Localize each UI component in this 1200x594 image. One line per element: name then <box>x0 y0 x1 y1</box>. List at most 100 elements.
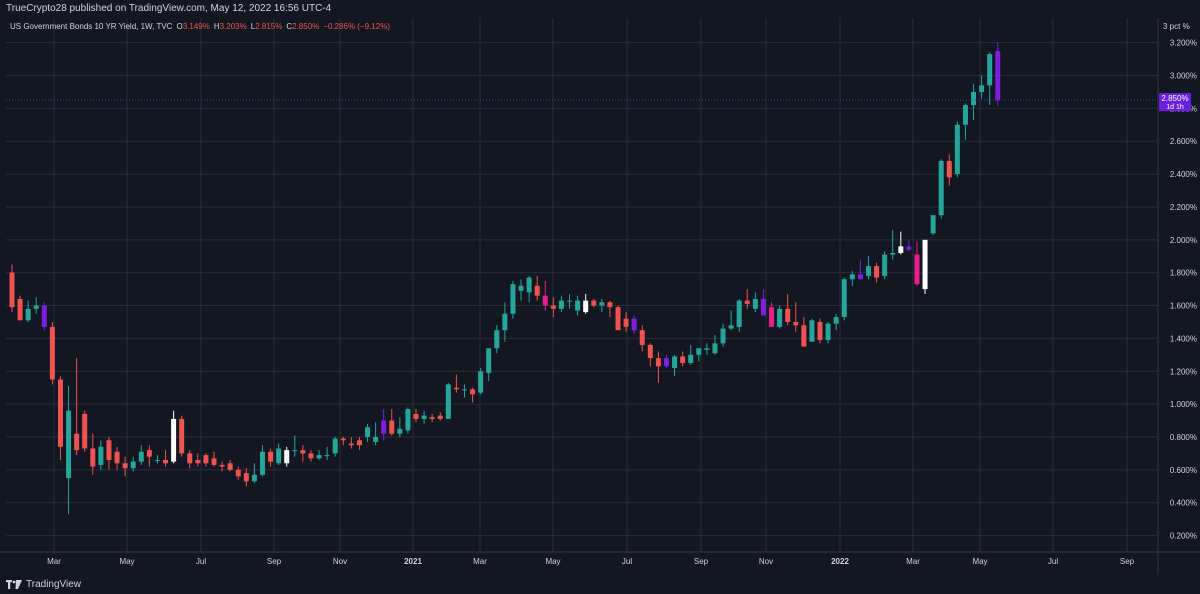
candle-body[interactable] <box>607 302 613 308</box>
candle-body[interactable] <box>308 453 314 459</box>
candle-body[interactable] <box>558 300 564 309</box>
candle-body[interactable] <box>946 160 952 178</box>
candle-body[interactable] <box>461 389 467 391</box>
candle-body[interactable] <box>429 417 435 419</box>
candle-body[interactable] <box>227 463 233 470</box>
candle-body[interactable] <box>712 343 718 354</box>
candle-body[interactable] <box>356 440 362 446</box>
candle-body[interactable] <box>486 348 492 373</box>
candle-body[interactable] <box>995 51 1001 101</box>
candle-body[interactable] <box>825 323 831 341</box>
candle-body[interactable] <box>66 410 72 479</box>
candle-body[interactable] <box>276 448 282 464</box>
candle-body[interactable] <box>809 320 815 342</box>
candle-body[interactable] <box>397 428 403 434</box>
candle-body[interactable] <box>583 300 589 313</box>
candle-body[interactable] <box>219 464 225 467</box>
candle-body[interactable] <box>268 451 274 462</box>
candle-body[interactable] <box>688 354 694 364</box>
candle-body[interactable] <box>663 358 669 367</box>
candle-body[interactable] <box>389 420 395 434</box>
candle-body[interactable] <box>720 328 726 344</box>
candle-body[interactable] <box>550 305 556 309</box>
candle-body[interactable] <box>882 254 888 276</box>
candle-body[interactable] <box>680 356 686 364</box>
candle-body[interactable] <box>930 215 936 234</box>
candle-body[interactable] <box>130 461 136 469</box>
candle-body[interactable] <box>591 300 597 306</box>
candle-body[interactable] <box>502 313 508 331</box>
candle-body[interactable] <box>25 308 31 321</box>
candle-body[interactable] <box>518 285 524 291</box>
candle-body[interactable] <box>365 427 371 437</box>
candle-body[interactable] <box>90 448 96 467</box>
candle-body[interactable] <box>841 279 847 318</box>
candle-body[interactable] <box>470 389 476 395</box>
candle-body[interactable] <box>114 451 120 464</box>
candle-body[interactable] <box>235 469 241 477</box>
candle-body[interactable] <box>163 459 169 464</box>
candle-body[interactable] <box>575 300 581 311</box>
candle-body[interactable] <box>599 302 605 306</box>
candle-body[interactable] <box>962 105 968 125</box>
candle-body[interactable] <box>74 433 80 451</box>
candle-body[interactable] <box>704 348 710 350</box>
candle-body[interactable] <box>171 418 177 462</box>
candle-body[interactable] <box>17 298 23 321</box>
candle-body[interactable] <box>243 473 249 482</box>
candle-body[interactable] <box>138 451 144 462</box>
candle-body[interactable] <box>332 438 338 454</box>
candle-body[interactable] <box>259 451 265 475</box>
candle-body[interactable] <box>817 321 823 341</box>
candle-body[interactable] <box>251 474 257 482</box>
candle-body[interactable] <box>445 384 451 419</box>
candle-body[interactable] <box>494 330 500 349</box>
candle-body[interactable] <box>987 54 993 86</box>
candle-body[interactable] <box>801 325 807 347</box>
candle-body[interactable] <box>769 307 775 327</box>
candle-body[interactable] <box>849 274 855 280</box>
candle-body[interactable] <box>672 356 678 368</box>
candle-body[interactable] <box>865 266 871 276</box>
candle-body[interactable] <box>33 305 39 309</box>
candle-body[interactable] <box>122 463 128 469</box>
candle-body[interactable] <box>82 413 88 449</box>
candle-body[interactable] <box>437 415 443 419</box>
candle-body[interactable] <box>785 308 791 322</box>
candle-body[interactable] <box>736 300 742 327</box>
candlestick-chart[interactable]: 0.200% 0.400% 0.600% 0.800% 1.000% 1.200% 1.40… <box>0 18 1200 575</box>
candle-body[interactable] <box>179 418 185 454</box>
candle-body[interactable] <box>49 326 55 380</box>
candle-body[interactable] <box>421 415 427 419</box>
candle-body[interactable] <box>41 305 47 327</box>
candle-body[interactable] <box>453 387 459 390</box>
candle-body[interactable] <box>510 284 516 314</box>
candle-body[interactable] <box>898 246 904 253</box>
candle-body[interactable] <box>647 344 653 359</box>
candle-body[interactable] <box>413 413 419 419</box>
candle-body[interactable] <box>316 455 322 459</box>
candle-body[interactable] <box>890 252 896 255</box>
candle-body[interactable] <box>833 317 839 324</box>
candle-body[interactable] <box>971 91 977 106</box>
candle-body[interactable] <box>340 438 346 441</box>
candle-body[interactable] <box>793 321 799 326</box>
candle-body[interactable] <box>478 371 484 393</box>
candle-body[interactable] <box>979 85 985 92</box>
candle-body[interactable] <box>98 446 104 465</box>
candle-body[interactable] <box>348 443 354 446</box>
candle-body[interactable] <box>631 318 637 331</box>
candle-body[interactable] <box>696 348 702 355</box>
candle-body[interactable] <box>874 266 880 278</box>
candle-body[interactable] <box>639 330 645 345</box>
candle-body[interactable] <box>381 420 387 434</box>
candle-body[interactable] <box>106 440 112 460</box>
candle-body[interactable] <box>526 277 532 293</box>
candle-body[interactable] <box>203 455 209 464</box>
candle-body[interactable] <box>300 450 306 454</box>
candle-body[interactable] <box>542 295 548 306</box>
candle-body[interactable] <box>857 274 863 280</box>
candle-body[interactable] <box>567 300 573 302</box>
candle-body[interactable] <box>9 272 15 308</box>
candle-body[interactable] <box>623 318 629 327</box>
